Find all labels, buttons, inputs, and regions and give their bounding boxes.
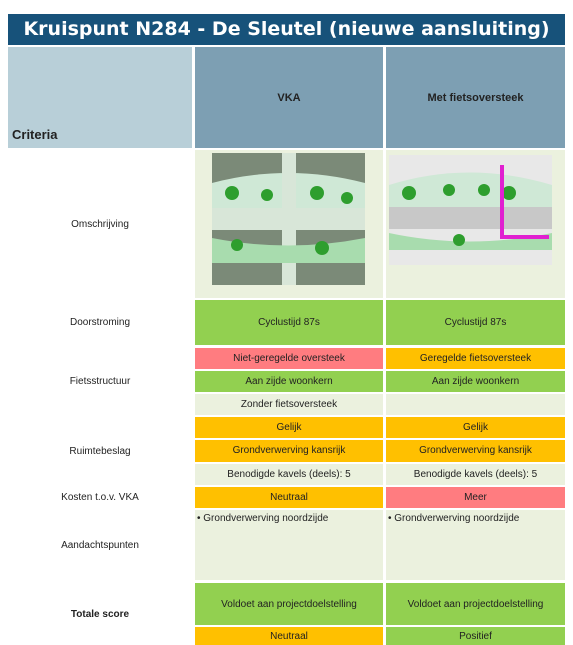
row-label: Aandachtspunten <box>61 539 139 551</box>
cell: Cyclustijd 87s <box>195 300 383 345</box>
cell: Benodigde kavels (deels): 5 <box>195 463 383 485</box>
header-cell: Criteria <box>8 47 192 148</box>
row-label: Omschrijving <box>71 218 129 230</box>
cell: Niet-geregelde oversteek <box>195 348 383 369</box>
cell: Neutraal <box>195 487 383 508</box>
header-cell: VKA <box>195 47 383 148</box>
vka-image <box>212 153 365 285</box>
row-label: Totale score <box>70 608 130 620</box>
cell: Grondverwerving kansrijk <box>386 440 565 462</box>
row-label: Kosten t.o.v. VKA <box>61 492 139 503</box>
cell: Positief <box>386 627 565 645</box>
cell: Cyclustijd 87s <box>386 300 565 345</box>
cell: Voldoet aan projectdoelstelling <box>386 583 565 625</box>
cell: Meer <box>386 487 565 508</box>
cell: Geregelde fietsoversteek <box>386 348 565 369</box>
met-image <box>389 155 552 265</box>
cell: Aan zijde woonkern <box>386 371 565 392</box>
row-label: Ruimtebeslag <box>69 445 131 457</box>
cell: Aan zijde woonkern <box>195 371 383 392</box>
row-label: Fietsstructuur <box>69 376 131 387</box>
cell: • Grondverwerving noordzijde <box>195 510 383 580</box>
cell: Benodigde kavels (deels): 5 <box>386 463 565 485</box>
cell: Voldoet aan projectdoelstelling <box>195 583 383 625</box>
cell: • Grondverwerving noordzijde <box>386 510 565 580</box>
cell: Neutraal <box>195 627 383 645</box>
title: Kruispunt N284 - De Sleutel (nieuwe aans… <box>8 14 565 45</box>
cell: Zonder fietsoversteek <box>195 394 383 415</box>
cell: Grondverwerving kansrijk <box>195 440 383 462</box>
cell: Gelijk <box>195 417 383 439</box>
header-cell: Met fietsoversteek <box>386 47 565 148</box>
cell <box>386 394 565 415</box>
cell: Gelijk <box>386 417 565 439</box>
row-label: Doorstroming <box>69 317 131 328</box>
